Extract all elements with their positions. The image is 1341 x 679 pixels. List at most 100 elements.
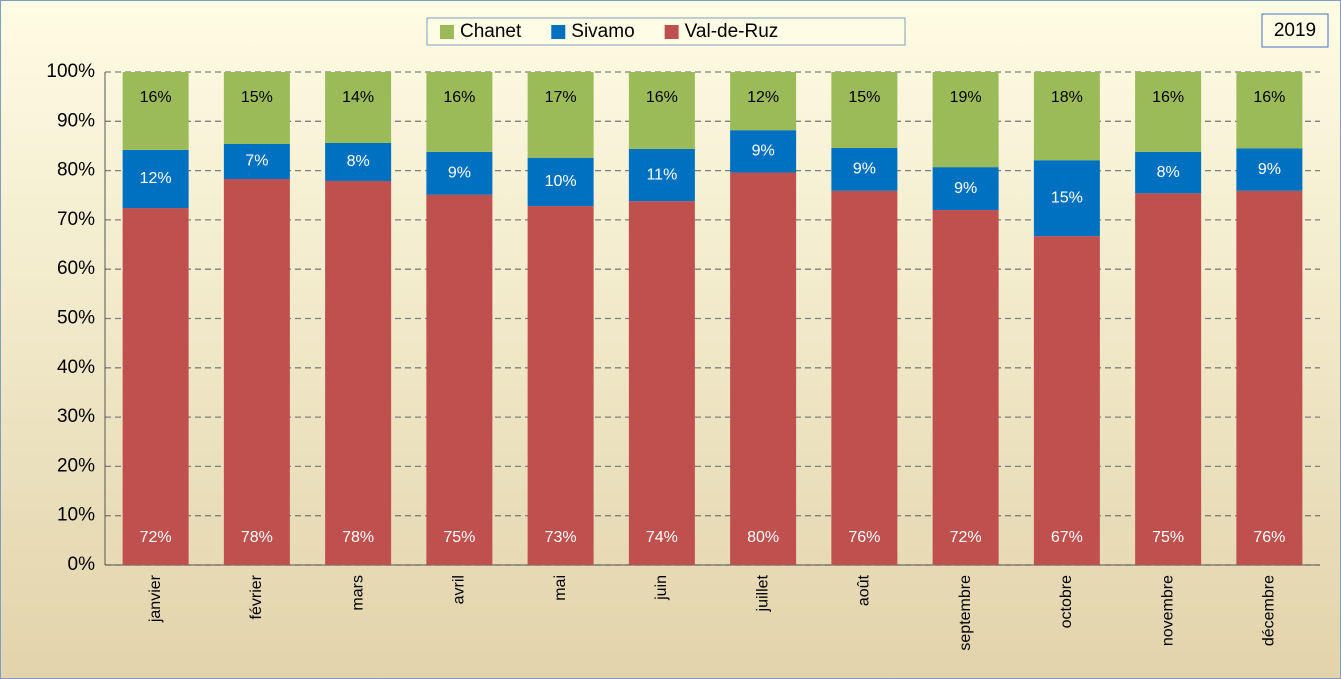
data-label: 15% [241, 89, 273, 106]
bar-segment [527, 72, 594, 158]
bar-segment [426, 151, 493, 195]
y-tick-label: 10% [57, 505, 95, 526]
data-label: 12% [140, 170, 172, 187]
bar-segment [1236, 72, 1303, 149]
data-label: 76% [848, 529, 880, 546]
data-label: 75% [1152, 529, 1184, 546]
bar-segment [1135, 193, 1202, 565]
bar-segment [730, 72, 797, 131]
data-label: 16% [1152, 89, 1184, 106]
data-label: 11% [646, 166, 677, 183]
data-label: 9% [954, 180, 977, 197]
bar-segment [932, 72, 999, 168]
data-label: 17% [545, 89, 577, 106]
bar-segment [628, 201, 695, 565]
bar-segment [325, 72, 392, 143]
bar-segment [426, 194, 493, 565]
data-label: 78% [241, 529, 273, 546]
data-label: 18% [1051, 89, 1083, 106]
y-tick-label: 30% [57, 406, 95, 427]
legend-swatch [551, 25, 566, 39]
data-label: 9% [1258, 161, 1281, 178]
x-tick-label: avril [451, 575, 468, 604]
y-tick-label: 80% [57, 160, 95, 181]
x-tick-label: novembre [1159, 575, 1176, 646]
y-tick-label: 100% [46, 61, 95, 82]
bar-segment [1033, 72, 1100, 161]
bar-segment [527, 157, 594, 207]
legend-swatch [440, 25, 454, 39]
y-tick-label: 20% [57, 455, 95, 476]
bar-segment [628, 72, 695, 149]
x-tick-label: janvier [147, 574, 164, 623]
bar-segment [426, 72, 493, 152]
data-label: 9% [853, 161, 876, 178]
bar-segment [122, 149, 189, 209]
bar-segment [831, 72, 898, 148]
bar-segment [223, 143, 290, 179]
legend-label: Sivamo [571, 21, 634, 42]
x-tick-label: décembre [1261, 575, 1278, 646]
y-tick-label: 70% [57, 209, 95, 230]
annotation: 2019 [1274, 20, 1316, 41]
data-label: 9% [448, 165, 471, 182]
bar-segment [1033, 160, 1100, 237]
y-tick-label: 50% [57, 308, 95, 329]
x-tick-label: mars [349, 575, 366, 611]
x-tick-label: août [856, 574, 873, 606]
x-tick-label: mai [552, 575, 569, 601]
data-label: 10% [545, 173, 577, 190]
data-label: 15% [1051, 189, 1083, 206]
data-label: 74% [646, 529, 678, 546]
legend-label: Chanet [460, 21, 522, 42]
bar-segment [1135, 72, 1202, 152]
bar-segment [223, 178, 290, 565]
y-tick-label: 60% [57, 258, 95, 279]
x-tick-label: juillet [754, 574, 771, 612]
legend-swatch [664, 25, 679, 39]
data-label: 76% [1253, 529, 1285, 546]
x-tick-label: juin [653, 575, 670, 601]
y-tick-label: 0% [68, 554, 96, 575]
data-label: 8% [1157, 164, 1180, 181]
bar-segment [1236, 148, 1303, 191]
data-label: 19% [950, 89, 982, 106]
bar-segment [1135, 151, 1202, 194]
data-label: 75% [443, 529, 475, 546]
data-label: 78% [342, 529, 374, 546]
bar-segment [932, 210, 999, 566]
data-label: 80% [747, 529, 779, 546]
bar-segment [831, 147, 898, 191]
data-label: 12% [747, 89, 779, 106]
data-label: 9% [752, 143, 775, 160]
data-label: 72% [140, 529, 172, 546]
y-tick-label: 90% [57, 110, 95, 131]
bar-segment [1236, 190, 1303, 566]
bar-segment [932, 167, 999, 211]
data-label: 16% [140, 89, 172, 106]
bar-segment [122, 208, 189, 565]
bar-segment [831, 190, 898, 566]
data-label: 8% [347, 153, 370, 170]
legend-label: Val-de-Ruz [685, 21, 779, 42]
bar-segment [1033, 236, 1100, 565]
data-label: 16% [646, 89, 678, 106]
bar-segment [730, 130, 797, 173]
x-tick-label: février [248, 574, 265, 619]
data-label: 16% [443, 89, 475, 106]
data-label: 67% [1051, 529, 1083, 546]
bar-segment [122, 72, 189, 150]
data-label: 73% [545, 529, 577, 546]
bar-segment [730, 172, 797, 565]
bar-segment [628, 148, 695, 202]
data-label: 7% [245, 153, 268, 170]
annotation-box [1261, 13, 1329, 48]
x-tick-label: octobre [1058, 575, 1075, 628]
bar-segment [527, 206, 594, 565]
x-tick-label: septembre [957, 575, 974, 651]
bar-segment [325, 142, 392, 181]
bar-segment [223, 72, 290, 144]
data-label: 16% [1253, 89, 1285, 106]
